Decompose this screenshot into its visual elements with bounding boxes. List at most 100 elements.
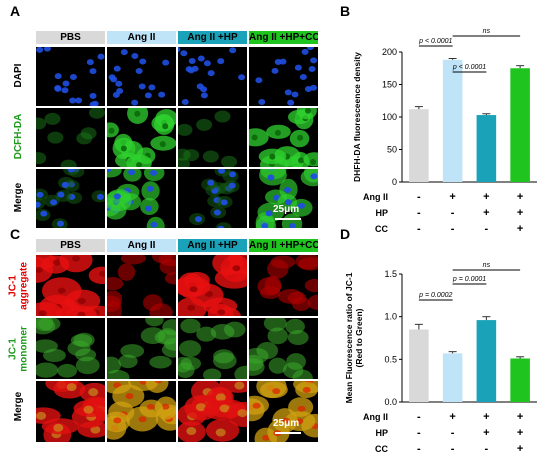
treatment-mark: - (451, 207, 455, 219)
y-tick-label: 0.5 (384, 354, 397, 364)
micrograph-red (36, 255, 105, 316)
treatment-mark: - (417, 443, 421, 455)
scale-bar-label: 25μm (273, 418, 300, 429)
chart-b: 0 50 100 150 200 DHFH-DA fluoresceence densit… (352, 28, 537, 235)
treatment-mark: - (417, 411, 421, 423)
panel-label-b: B (340, 3, 351, 19)
column-header-2: Ang II +HP (178, 239, 247, 252)
micrograph-yellowred (36, 381, 105, 442)
micrograph-green (249, 108, 318, 167)
treatment-label: Ang II (363, 412, 388, 422)
micrograph-mergefaint (36, 169, 105, 228)
column-header-0: PBS (36, 31, 105, 44)
treatment-mark: + (517, 223, 523, 235)
chart-d: 0.0 0.5 1.0 1.5 Mean Fluorescence ratio of J… (344, 262, 537, 455)
micrograph-mergefaint (178, 169, 247, 228)
y-axis-label: (Red to Green) (354, 308, 364, 367)
micrograph-yellow (249, 381, 318, 442)
row-label-0: JC-1 aggregate (7, 261, 29, 310)
treatment-mark: - (417, 207, 421, 219)
treatment-label: HP (375, 208, 388, 218)
y-axis-label: DHFH-DA fluoresceence density (352, 52, 362, 182)
micrograph-redfaint (249, 255, 318, 316)
micrograph-mono (107, 318, 176, 379)
column-header-1: Ang II (107, 31, 176, 44)
treatment-mark: + (517, 443, 523, 455)
micrograph-dapi (178, 47, 247, 106)
y-tick-label: 0.0 (384, 397, 397, 407)
treatment-mark: + (517, 427, 523, 439)
significance-label: ns (483, 262, 491, 269)
bar (442, 59, 463, 182)
column-header-1: Ang II (107, 239, 176, 252)
column-header-2: Ang II +HP (178, 31, 247, 44)
row-label-1: JC-1 monomer (7, 325, 29, 372)
treatment-label: CC (375, 224, 388, 234)
y-axis-label: Mean Fluorescence ratio of JC-1 (344, 272, 354, 403)
micrograph-merge (107, 169, 176, 228)
significance-label: p < 0.0001 (452, 64, 486, 71)
treatment-mark: - (451, 223, 455, 235)
treatment-label: HP (375, 428, 388, 438)
treatment-mark: + (517, 411, 523, 423)
micrograph-dapi (249, 47, 318, 106)
treatment-mark: + (483, 411, 489, 423)
significance-label: p = 0.0002 (418, 292, 452, 299)
scale-bar-label: 25μm (273, 204, 300, 215)
micrograph-dapi (107, 47, 176, 106)
micrograph-merge (249, 169, 318, 228)
panel-label-c: C (10, 226, 21, 242)
micrograph-faint (178, 108, 247, 167)
row-label-2: Merge (12, 391, 24, 421)
micrograph-mono (36, 318, 105, 379)
significance-label: p < 0.0001 (418, 38, 452, 45)
bar (442, 353, 463, 402)
treatment-mark: + (517, 191, 523, 203)
significance-label: p = 0.0001 (452, 276, 486, 283)
treatment-mark: + (449, 411, 455, 423)
bar (409, 329, 429, 402)
y-tick-label: 200 (382, 47, 397, 57)
treatment-mark: - (417, 427, 421, 439)
y-tick-label: 1.0 (384, 312, 397, 322)
micrograph-faint (36, 108, 105, 167)
row-label-1: DCFH-DA (12, 113, 24, 159)
y-tick-label: 1.5 (384, 269, 397, 279)
micrograph-red (178, 255, 247, 316)
treatment-mark: - (451, 443, 455, 455)
y-tick-label: 0 (392, 177, 397, 187)
panel-label-a: A (10, 3, 21, 19)
treatment-mark: - (485, 223, 489, 235)
micrograph-yellow (107, 381, 176, 442)
column-header-3: Ang II +HP+CC (249, 239, 318, 252)
treatment-mark: + (483, 427, 489, 439)
treatment-mark: - (451, 427, 455, 439)
micrograph-green (107, 108, 176, 167)
bar (510, 358, 530, 402)
significance-label: ns (483, 28, 491, 35)
row-label-0: DAPI (12, 63, 24, 87)
y-tick-label: 50 (387, 145, 397, 155)
micrograph-yellowred (178, 381, 247, 442)
treatment-mark: - (485, 443, 489, 455)
treatment-label: Ang II (363, 192, 388, 202)
micrograph-mono (178, 318, 247, 379)
treatment-mark: + (483, 207, 489, 219)
treatment-mark: + (483, 191, 489, 203)
micrograph-mono (249, 318, 318, 379)
treatment-label: CC (375, 444, 388, 454)
treatment-mark: - (417, 191, 421, 203)
bar (476, 115, 497, 182)
bar (476, 320, 497, 402)
treatment-mark: - (417, 223, 421, 235)
micrograph-dapi (36, 47, 105, 106)
column-header-0: PBS (36, 239, 105, 252)
treatment-mark: + (517, 207, 523, 219)
y-tick-label: 150 (382, 80, 397, 90)
scale-bar (275, 432, 301, 434)
scale-bar (275, 218, 301, 220)
micrograph-redfaint (107, 255, 176, 316)
row-label-2: Merge (12, 182, 24, 212)
panel-label-d: D (340, 226, 351, 242)
y-tick-label: 100 (382, 112, 397, 122)
